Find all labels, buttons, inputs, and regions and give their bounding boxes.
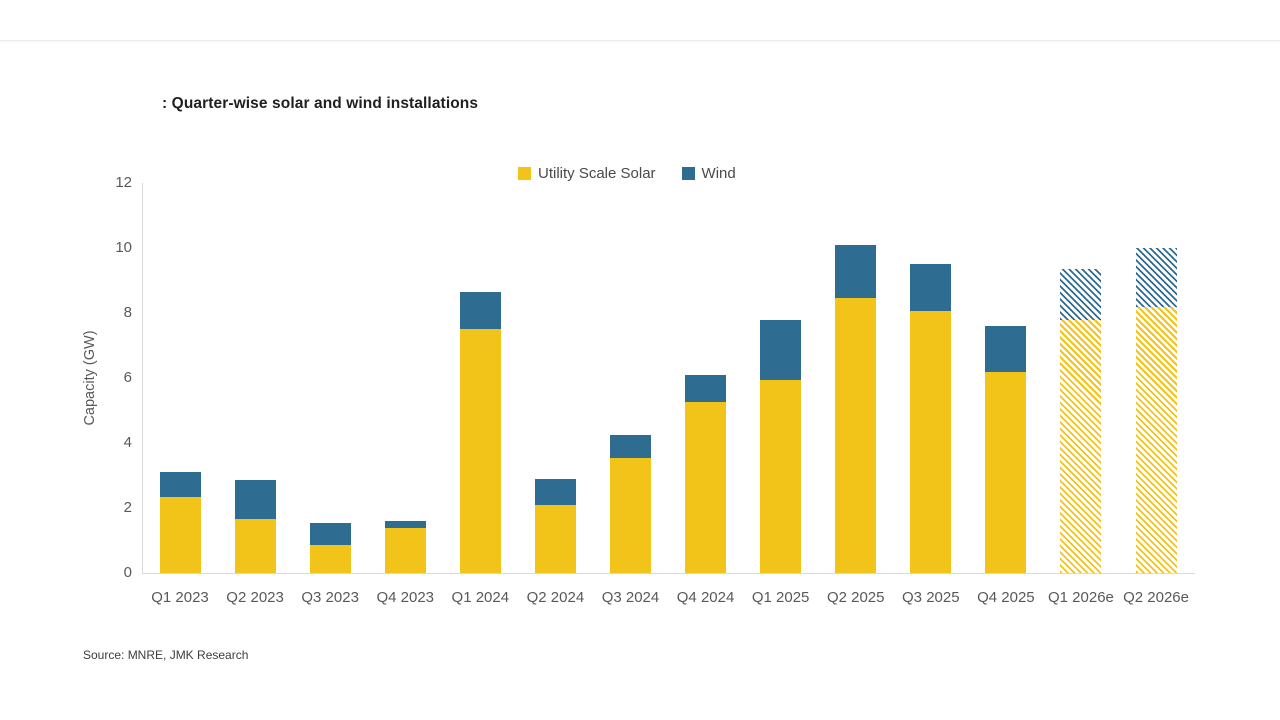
bar-segment-wind <box>760 319 802 380</box>
bar-segment-solar <box>910 311 952 573</box>
bar-segment-solar <box>1135 306 1177 573</box>
y-axis-title: Capacity (GW) <box>82 330 98 426</box>
bar-group-q3-2025 <box>910 264 952 573</box>
bar-group-q4-2023 <box>384 521 426 573</box>
top-divider-shadow <box>0 41 1280 44</box>
bar-segment-wind <box>985 326 1027 372</box>
chart-title: : Quarter-wise solar and wind installati… <box>162 95 479 112</box>
y-tick-label: 4 <box>123 434 132 451</box>
bar-segment-solar <box>384 527 426 573</box>
bar-segment-wind <box>384 521 426 528</box>
legend-label-wind: Wind <box>701 165 736 182</box>
x-tick-label: Q2 2023 <box>226 589 284 606</box>
x-tick-label: Q2 2025 <box>826 589 885 606</box>
bar-group-q4-2025 <box>985 326 1027 573</box>
bar-group-q2-2025 <box>835 244 877 573</box>
y-tick-label: 0 <box>123 564 132 581</box>
bar-group-q1-2026e <box>1060 269 1102 573</box>
bar-segment-wind <box>309 522 351 546</box>
bar-segment-wind <box>234 480 276 520</box>
bar-segment-solar <box>534 504 576 573</box>
x-tick-label: Q1 2026e <box>1048 589 1114 606</box>
y-tick-label: 10 <box>115 239 132 256</box>
x-tick-label: Q3 2024 <box>601 589 660 606</box>
bar-segment-solar <box>459 329 501 573</box>
x-tick-label: Q2 2026e <box>1123 589 1189 606</box>
source-note: Source: MNRE, JMK Research <box>83 648 249 662</box>
bar-segment-wind <box>1060 269 1102 320</box>
legend-swatch-wind <box>681 167 695 180</box>
y-tick-label: 6 <box>123 369 132 386</box>
x-axis-line <box>142 573 1195 574</box>
bar-segment-wind <box>685 374 727 403</box>
x-tick-label: Q3 2023 <box>301 589 359 606</box>
x-tick-label: Q4 2025 <box>977 589 1035 606</box>
bar-segment-solar <box>685 402 727 573</box>
legend-swatch-solar <box>518 167 531 180</box>
bar-segment-solar <box>760 379 802 573</box>
legend-item-wind: Wind <box>681 165 736 182</box>
bar-group-q1-2023 <box>159 472 201 573</box>
x-tick-label: Q1 2024 <box>451 589 510 606</box>
legend-label-solar: Utility Scale Solar <box>538 165 656 182</box>
bar-segment-wind <box>609 434 651 458</box>
y-tick-label: 8 <box>123 304 132 321</box>
bar-segment-wind <box>534 478 576 505</box>
bar-segment-wind <box>910 264 952 312</box>
bar-segment-wind <box>459 291 501 330</box>
bar-segment-solar <box>609 457 651 573</box>
bar-segment-solar <box>985 371 1027 573</box>
bar-segment-wind <box>159 472 201 497</box>
x-tick-label: Q2 2024 <box>526 589 585 606</box>
bar-group-q2-2026e <box>1135 248 1177 573</box>
bar-group-q3-2024 <box>609 434 651 573</box>
bar-segment-solar <box>159 496 201 573</box>
y-axis-line <box>142 183 143 573</box>
x-tick-label: Q3 2025 <box>902 589 960 606</box>
legend: Utility Scale Solar Wind <box>518 165 736 182</box>
legend-item-solar: Utility Scale Solar <box>518 165 656 182</box>
x-tick-label: Q4 2024 <box>676 589 735 606</box>
bar-segment-wind <box>1135 248 1177 307</box>
bar-group-q3-2023 <box>309 522 351 573</box>
bar-group-q4-2024 <box>685 374 727 573</box>
x-tick-label: Q4 2023 <box>376 589 434 606</box>
bar-segment-solar <box>835 298 877 573</box>
bar-segment-solar <box>234 519 276 573</box>
top-divider <box>0 40 1280 41</box>
bar-segment-wind <box>835 244 877 299</box>
bar-group-q2-2023 <box>234 480 276 573</box>
y-tick-label: 2 <box>123 499 132 516</box>
bar-segment-solar <box>309 545 351 573</box>
bar-group-q1-2024 <box>459 291 501 573</box>
bar-group-q2-2024 <box>534 478 576 573</box>
x-tick-label: Q1 2023 <box>151 589 209 606</box>
bar-segment-solar <box>1060 319 1102 573</box>
bar-group-q1-2025 <box>760 319 802 573</box>
x-tick-label: Q1 2025 <box>751 589 810 606</box>
y-tick-label: 12 <box>115 174 132 191</box>
